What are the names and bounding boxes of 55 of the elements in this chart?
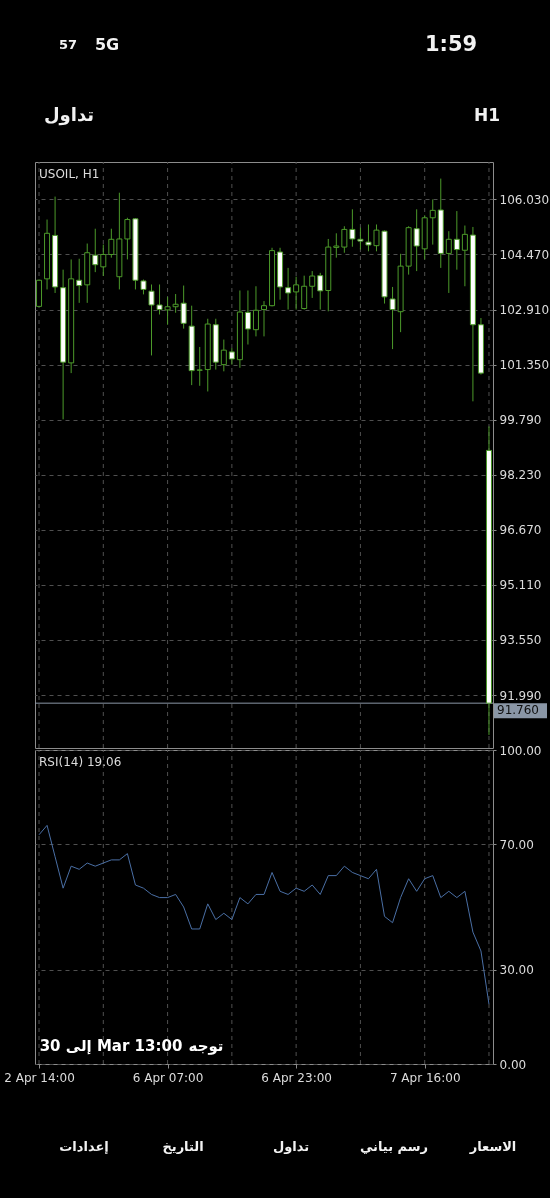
candlestick: [317, 272, 324, 311]
annotation: توجه: [188, 1037, 224, 1055]
y-tick-label: 101.350: [499, 358, 550, 373]
text: H1: [473, 105, 501, 125]
candlestick: [413, 208, 420, 272]
text: تداول: [43, 104, 95, 126]
candlestick: [92, 228, 99, 273]
candlestick: [301, 275, 308, 311]
text: التاريخ: [162, 1139, 204, 1154]
y-tick-label: 106.030: [499, 192, 550, 207]
candlestick: [461, 225, 468, 287]
y-tick-label: 95.110: [499, 578, 542, 593]
candlestick: [285, 267, 292, 311]
y-tick-label: 0.00: [499, 1057, 527, 1072]
y-tick-label: 104.470: [499, 247, 550, 262]
candlestick: [453, 210, 460, 271]
y-tick-label: 93.550: [499, 633, 542, 648]
candlestick: [445, 230, 452, 294]
text: تداول: [272, 1139, 310, 1154]
candlestick: [429, 198, 436, 246]
line-series: [38, 824, 490, 1005]
candlestick: [244, 290, 251, 346]
candlestick: [108, 228, 115, 259]
text: 5G: [94, 35, 120, 54]
y-tick-label: 96.670: [499, 523, 542, 538]
text: 1:59: [424, 32, 478, 56]
chart-title: RSI(14) 19.06: [39, 755, 122, 769]
candlestick: [76, 258, 83, 304]
text: إعدادات: [59, 1139, 109, 1154]
candlestick: [309, 270, 316, 299]
ref-line-label: 91.760: [497, 703, 539, 718]
candlestick: [220, 339, 227, 372]
y-tick-label: 100.00: [499, 743, 542, 758]
y-tick-label: 91.990: [499, 688, 542, 703]
chart-title: USOIL, H1: [39, 167, 100, 181]
candlestick: [333, 232, 340, 259]
candlestick: [228, 347, 235, 366]
y-tick-label: 99.790: [499, 413, 542, 428]
candlestick: [252, 285, 259, 337]
y-tick-label: 98.230: [499, 468, 542, 483]
candlestick: [100, 244, 107, 277]
x-tick-label: 2 Apr 14:00: [4, 1070, 75, 1085]
y-tick-label: 30.00: [499, 963, 534, 978]
candlestick: [196, 346, 203, 387]
annotation: إلى 30 Mar 13:00: [39, 1037, 183, 1055]
text: الاسعار: [468, 1139, 517, 1154]
x-tick-label: 7 Apr 16:00: [389, 1070, 461, 1085]
x-tick-label: 6 Apr 07:00: [132, 1070, 204, 1085]
x-tick-label: 6 Apr 23:00: [261, 1070, 332, 1085]
text: 57: [58, 37, 78, 52]
candlestick: [293, 276, 300, 311]
candlestick: [261, 300, 267, 337]
text: رسم بياني: [359, 1139, 429, 1154]
y-tick-label: 70.00: [499, 837, 534, 852]
y-tick-label: 102.910: [499, 303, 550, 318]
